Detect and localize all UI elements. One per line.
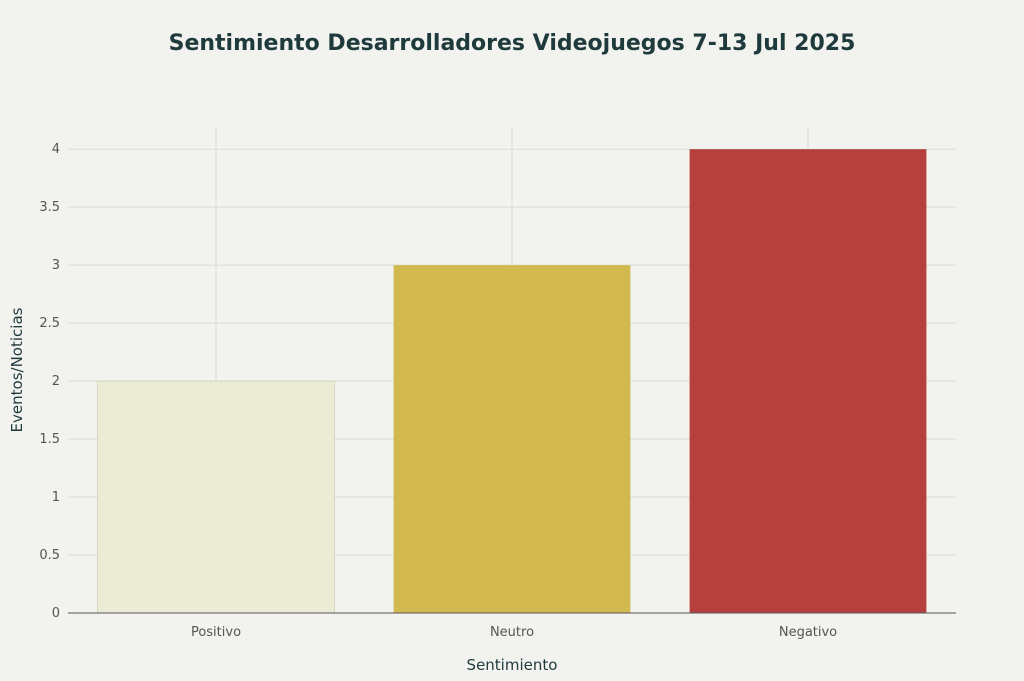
y-tick-label: 2: [52, 374, 60, 389]
bars-layer: [97, 149, 927, 614]
x-tick-label: Negativo: [779, 625, 837, 640]
x-tick-label: Neutro: [490, 625, 534, 640]
ticks-layer: 0 0.5 1 1.5 2 2.5 3 3.5 4 Positivo Neutro Negativo: [39, 142, 837, 640]
y-axis-title: Eventos/Noticias: [8, 307, 26, 432]
y-tick-label: 1: [52, 490, 60, 505]
bar-neutro: [393, 265, 631, 613]
x-axis-title: Sentimiento: [467, 656, 558, 674]
bar-negativo: [689, 149, 927, 613]
y-tick-label: 0.5: [39, 548, 60, 563]
y-tick-label: 4: [52, 142, 60, 157]
bar-positivo: [97, 380, 335, 614]
y-tick-label: 2.5: [39, 316, 60, 331]
y-tick-label: 0: [52, 606, 60, 621]
y-tick-label: 1.5: [39, 432, 60, 447]
y-tick-label: 3.5: [39, 200, 60, 215]
x-tick-label: Positivo: [191, 625, 241, 640]
chart-title: Sentimiento Desarrolladores Videojuegos …: [169, 31, 856, 56]
y-tick-label: 3: [52, 258, 60, 273]
